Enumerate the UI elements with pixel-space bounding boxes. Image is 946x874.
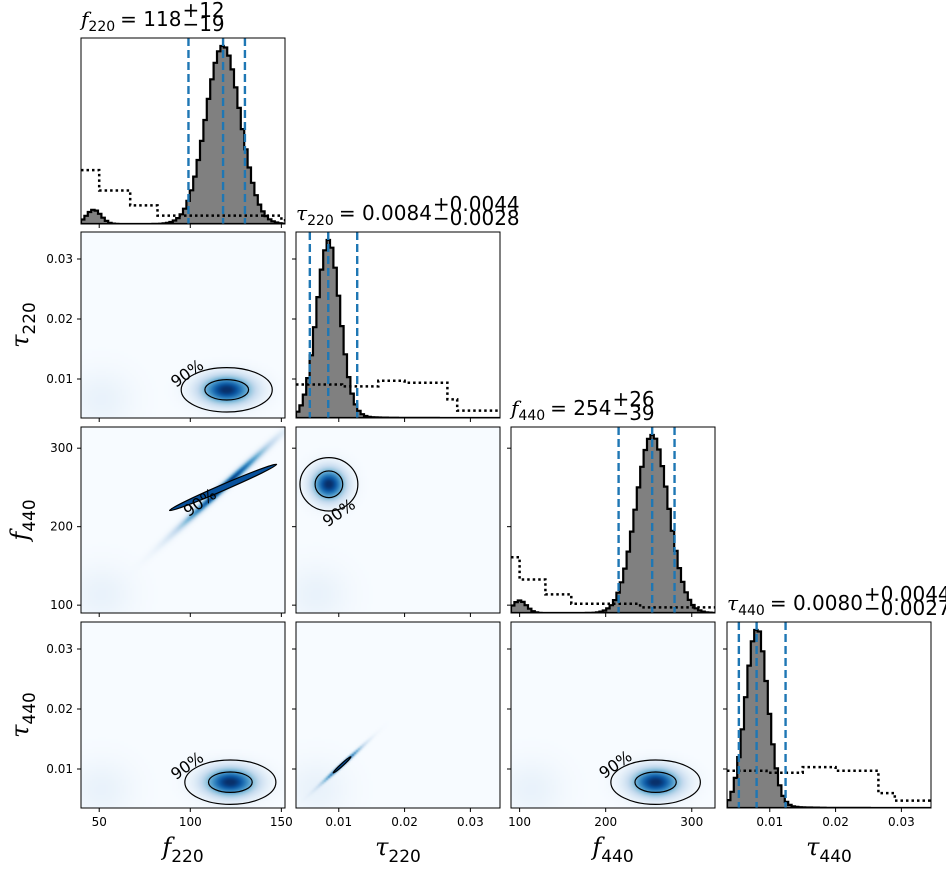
title-f220: f220 = 118 — [79, 7, 181, 35]
y-tick-label: 0.01 — [46, 372, 73, 386]
y-axis-label-tau440: τ440 — [6, 692, 40, 738]
panel-frame — [295, 231, 501, 419]
x-tick-label: 300 — [680, 815, 703, 829]
x-axis-label-tau220: τ220 — [375, 833, 421, 867]
panel-frame — [726, 621, 932, 809]
panel-frame — [510, 426, 716, 614]
title-lower-error: −0.0028 — [433, 206, 520, 230]
y-tick-label: 0.02 — [46, 702, 73, 716]
prior-histogram — [296, 379, 500, 412]
density-f220-tau440 — [81, 622, 285, 808]
x-tick-label: 100 — [179, 815, 202, 829]
panel-frame — [295, 426, 501, 614]
histogram-tau220 — [296, 232, 500, 418]
title-upper-error: +0.0044 — [433, 192, 520, 216]
contours-tau220-tau440 — [332, 756, 352, 774]
density-image — [81, 232, 285, 418]
contour-90 — [299, 457, 359, 512]
contour-50 — [204, 378, 250, 401]
x-tick-label: 0.01 — [756, 815, 783, 829]
contour-90 — [332, 756, 352, 774]
panel-frame — [80, 37, 286, 225]
title-lower-error: −39 — [612, 401, 654, 425]
y-tick-label: 300 — [50, 441, 73, 455]
density-image — [511, 622, 715, 808]
x-tick-label: 0.03 — [888, 815, 915, 829]
x-tick-label: 200 — [594, 815, 617, 829]
prior-histogram — [81, 168, 285, 222]
x-tick-label: 150 — [270, 815, 293, 829]
y-tick-label: 0.01 — [46, 762, 73, 776]
title-upper-error: +0.0044 — [864, 582, 946, 606]
panel-frame — [80, 621, 286, 809]
title-tau440: τ440 = 0.0080 — [727, 591, 863, 619]
x-tick-label: 0.02 — [391, 815, 418, 829]
density-f440-tau440 — [511, 622, 715, 808]
contour-50 — [314, 470, 344, 499]
contour-90 — [184, 759, 277, 806]
density-tau220-tau440 — [296, 622, 500, 808]
histogram-f220 — [81, 38, 285, 224]
density-image — [81, 427, 285, 613]
x-tick-label: 0.02 — [822, 815, 849, 829]
y-tick-label: 200 — [50, 520, 73, 534]
y-tick-label: 0.03 — [46, 642, 73, 656]
title-tau220: τ220 = 0.0084 — [296, 201, 432, 229]
title-upper-error: +26 — [612, 387, 654, 411]
posterior-histogram — [296, 238, 500, 418]
prior-histogram — [727, 765, 931, 802]
title-f440: f440 = 254 — [509, 396, 611, 424]
y-tick-label: 100 — [50, 598, 73, 612]
histogram-f440 — [511, 427, 715, 613]
title-upper-error: +12 — [182, 0, 224, 22]
contour-90 — [168, 463, 278, 512]
title-lower-error: −0.0027 — [864, 596, 946, 620]
title-lower-error: −19 — [182, 12, 224, 36]
contour-50 — [634, 771, 677, 793]
density-f220-f440 — [81, 427, 285, 613]
x-tick-label: 0.01 — [325, 815, 352, 829]
contour-90 — [180, 366, 273, 413]
posterior-histogram — [727, 628, 931, 808]
panel-frame — [510, 621, 716, 809]
posterior-histogram — [511, 433, 715, 613]
density-f220-tau220 — [81, 232, 285, 418]
contour-90 — [610, 759, 701, 806]
panel-frame — [295, 621, 501, 809]
x-axis-label-f220: f220 — [160, 833, 203, 867]
density-layer — [81, 232, 715, 808]
posterior-histogram — [81, 44, 285, 224]
x-tick-label: 100 — [508, 815, 531, 829]
y-tick-label: 0.02 — [46, 312, 73, 326]
panel-frame — [80, 231, 286, 419]
histogram-layer — [81, 38, 931, 808]
x-tick-label: 50 — [92, 815, 107, 829]
density-image — [81, 622, 285, 808]
x-tick-label: 0.03 — [457, 815, 484, 829]
y-axis-label-f440: f440 — [6, 499, 40, 542]
y-tick-label: 0.03 — [46, 252, 73, 266]
y-axis-label-tau220: τ220 — [6, 302, 40, 348]
frame-layer — [77, 37, 932, 812]
x-axis-label-tau440: τ440 — [806, 833, 852, 867]
prior-histogram — [511, 555, 715, 609]
histogram-tau440 — [727, 622, 931, 808]
density-image — [296, 622, 500, 808]
x-axis-label-f440: f440 — [590, 833, 633, 867]
panel-frame — [80, 426, 286, 614]
contour-50 — [207, 771, 253, 793]
